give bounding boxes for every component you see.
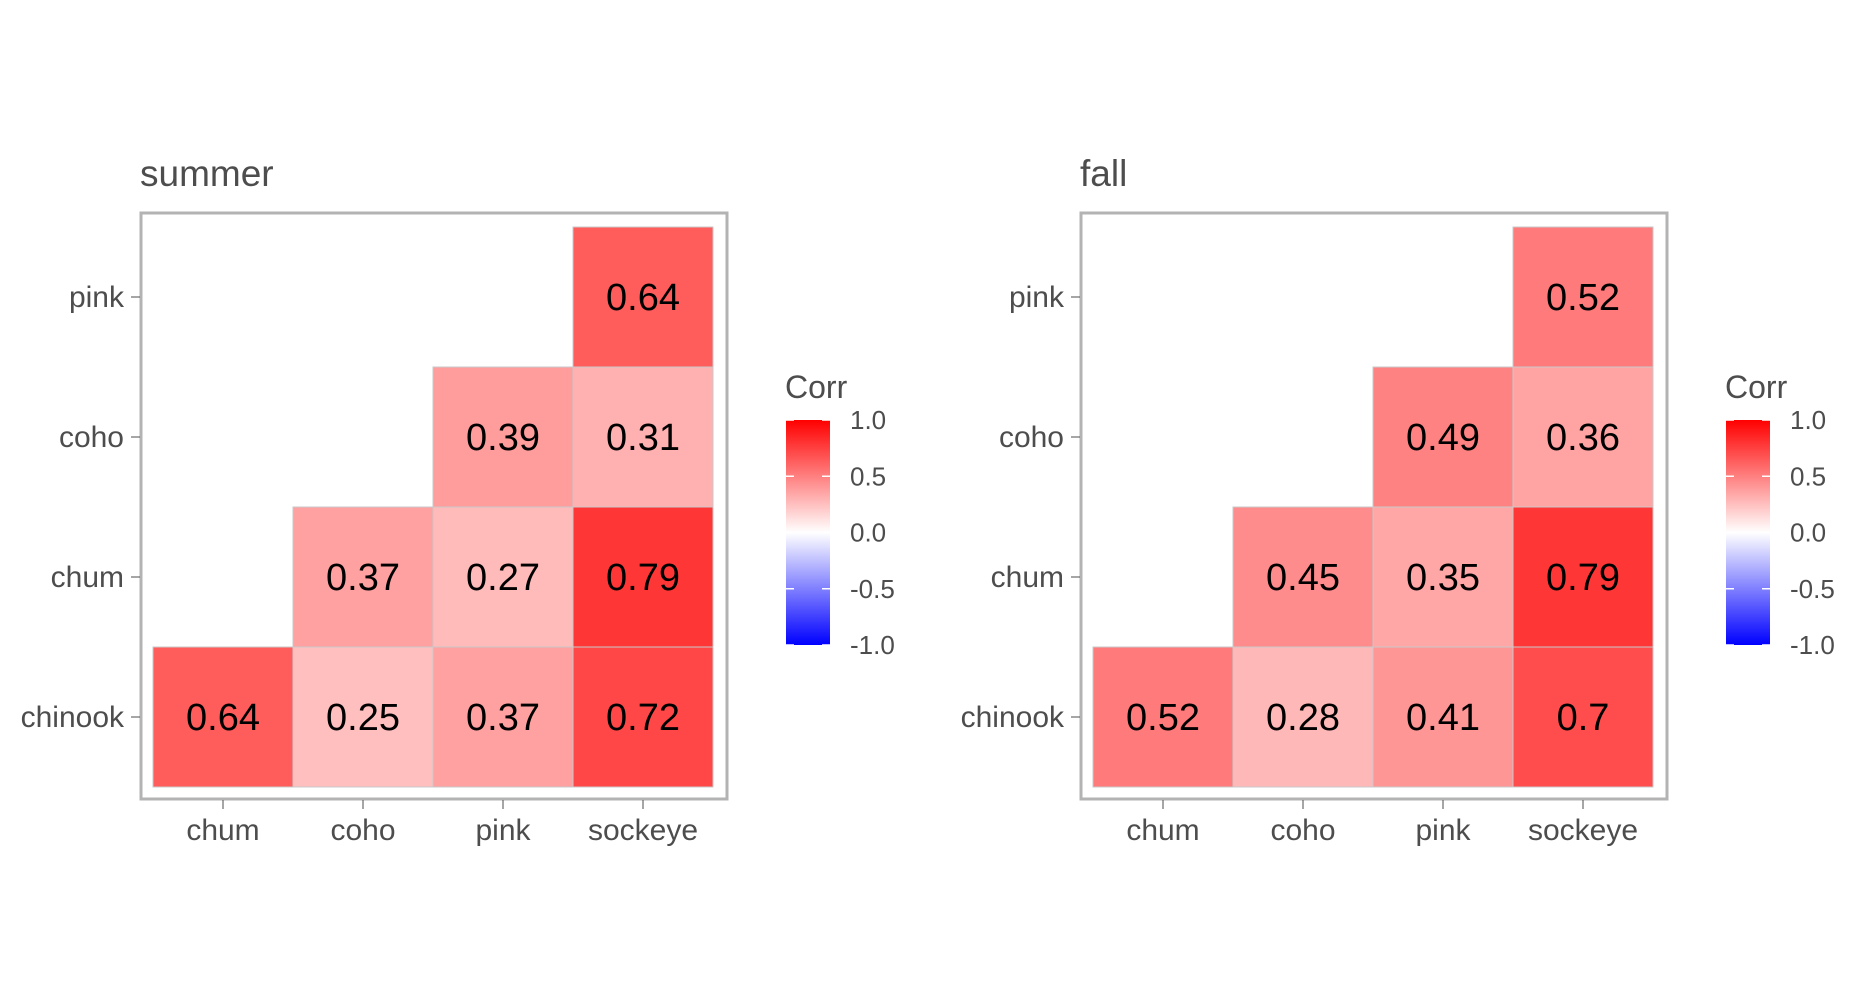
legend-tick-label: -0.5 bbox=[1790, 574, 1835, 604]
cell-value-label: 0.52 bbox=[1546, 277, 1620, 319]
y-axis-label-chum: chum bbox=[991, 561, 1064, 594]
heatmap-cell-chinook-coho bbox=[292, 646, 434, 788]
y-axis-label-chinook: chinook bbox=[961, 701, 1065, 734]
legend-tick-label: 0.0 bbox=[850, 518, 886, 548]
cell-value-label: 0.64 bbox=[186, 697, 260, 739]
heatmap-cell-coho-sockeye bbox=[572, 366, 714, 508]
legend-tick-label: -0.5 bbox=[850, 574, 895, 604]
heatmap-panel-fall: fall 0.52 0.28 0.41 0.7 0.45 0.35 0.79 0.49 0.36 0… bbox=[961, 153, 1835, 847]
panel-title: fall bbox=[1080, 153, 1127, 194]
cell-value-label: 0.31 bbox=[606, 417, 680, 459]
panel-border bbox=[139, 211, 729, 801]
heatmap-cell-chinook-chum bbox=[1092, 646, 1234, 788]
cell-value-label: 0.79 bbox=[1546, 557, 1620, 599]
cell-value-label: 0.45 bbox=[1266, 557, 1340, 599]
cell-value-label: 0.25 bbox=[326, 697, 400, 739]
heatmap-cell-pink-sockeye bbox=[1512, 226, 1654, 368]
panel-title: summer bbox=[140, 153, 274, 194]
legend-title: Corr bbox=[1725, 369, 1788, 405]
y-axis-label-pink: pink bbox=[69, 281, 125, 314]
cell-value-label: 0.79 bbox=[606, 557, 680, 599]
panel-border bbox=[1079, 211, 1669, 801]
legend-title: Corr bbox=[785, 369, 848, 405]
cell-value-label: 0.39 bbox=[466, 417, 540, 459]
heatmap-cell-pink-sockeye bbox=[572, 226, 714, 368]
heatmap-cell-coho-pink bbox=[1372, 366, 1514, 508]
legend-tick-label: 0.5 bbox=[850, 461, 886, 491]
y-axis-label-coho: coho bbox=[59, 421, 124, 454]
x-axis-label-coho: coho bbox=[330, 814, 395, 847]
heatmap-cell-chinook-sockeye bbox=[1512, 646, 1654, 788]
cell-value-label: 0.27 bbox=[466, 557, 540, 599]
heatmap-cell-chum-pink bbox=[432, 506, 574, 648]
cell-value-label: 0.37 bbox=[466, 697, 540, 739]
x-axis-label-pink: pink bbox=[475, 814, 531, 847]
x-axis-label-chum: chum bbox=[186, 814, 259, 847]
legend-tick-label: 0.0 bbox=[1790, 518, 1826, 548]
heatmap-cell-coho-pink bbox=[432, 366, 574, 508]
cell-value-label: 0.28 bbox=[1266, 697, 1340, 739]
y-axis-label-pink: pink bbox=[1009, 281, 1065, 314]
y-axis-label-coho: coho bbox=[999, 421, 1064, 454]
cell-value-label: 0.52 bbox=[1126, 697, 1200, 739]
cell-value-label: 0.36 bbox=[1546, 417, 1620, 459]
legend-tick-label: 1.0 bbox=[1790, 405, 1826, 435]
heatmap-cell-coho-sockeye bbox=[1512, 366, 1654, 508]
cell-value-label: 0.35 bbox=[1406, 557, 1480, 599]
x-axis-label-sockeye: sockeye bbox=[588, 814, 698, 847]
heatmap-cell-chinook-chum bbox=[152, 646, 294, 788]
heatmap-cell-chum-coho bbox=[1232, 506, 1374, 648]
cell-value-label: 0.37 bbox=[326, 557, 400, 599]
heatmap-cell-chum-sockeye bbox=[1512, 506, 1654, 648]
x-axis-label-pink: pink bbox=[1415, 814, 1471, 847]
cell-value-label: 0.64 bbox=[606, 277, 680, 319]
heatmap-cell-chum-pink bbox=[1372, 506, 1514, 648]
heatmap-cell-chum-coho bbox=[292, 506, 434, 648]
legend-tick-label: -1.0 bbox=[1790, 630, 1835, 660]
cell-value-label: 0.41 bbox=[1406, 697, 1480, 739]
cell-value-label: 0.49 bbox=[1406, 417, 1480, 459]
y-axis-label-chinook: chinook bbox=[21, 701, 125, 734]
heatmap-cell-chinook-pink bbox=[1372, 646, 1514, 788]
x-axis-label-sockeye: sockeye bbox=[1528, 814, 1638, 847]
cell-value-label: 0.7 bbox=[1557, 697, 1610, 739]
heatmap-cell-chum-sockeye bbox=[572, 506, 714, 648]
heatmap-cell-chinook-sockeye bbox=[572, 646, 714, 788]
legend-tick-label: 0.5 bbox=[1790, 461, 1826, 491]
x-axis-label-coho: coho bbox=[1270, 814, 1335, 847]
legend-tick-label: 1.0 bbox=[850, 405, 886, 435]
heatmap-cell-chinook-coho bbox=[1232, 646, 1374, 788]
y-axis-label-chum: chum bbox=[51, 561, 124, 594]
x-axis-label-chum: chum bbox=[1126, 814, 1199, 847]
heatmap-panel-summer: summer 0.64 0.25 0.37 0.72 0.37 0.27 0.79 0.39 0.… bbox=[21, 153, 895, 847]
legend-tick-label: -1.0 bbox=[850, 630, 895, 660]
cell-value-label: 0.72 bbox=[606, 697, 680, 739]
